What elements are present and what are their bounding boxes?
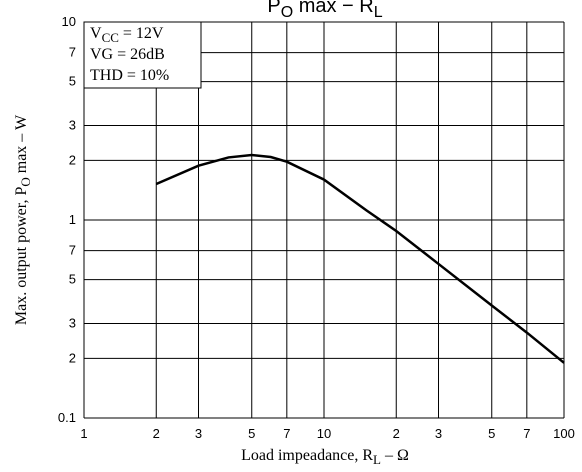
y-tick-label: 5 bbox=[69, 74, 76, 89]
annotation: VCC = 12V bbox=[90, 25, 164, 45]
x-tick-label: 5 bbox=[488, 426, 495, 441]
y-tick-label: 2 bbox=[69, 152, 76, 167]
title-sub: L bbox=[374, 4, 383, 21]
title-part: max − R bbox=[293, 0, 374, 17]
label-part: max – W bbox=[13, 114, 30, 177]
y-tick-label: 0.1 bbox=[58, 410, 76, 425]
x-tick-label: 7 bbox=[283, 426, 290, 441]
label-sub: O bbox=[18, 177, 33, 186]
y-tick-label: 1 bbox=[69, 212, 76, 227]
x-tick-label: 7 bbox=[523, 426, 530, 441]
y-tick-label: 7 bbox=[69, 243, 76, 258]
y-tick-label: 3 bbox=[69, 316, 76, 331]
y-tick-label: 2 bbox=[69, 350, 76, 365]
x-tick-label: 2 bbox=[153, 426, 160, 441]
y-tick-label: 3 bbox=[69, 118, 76, 133]
title-sub: O bbox=[281, 4, 293, 21]
y-tick-label: 7 bbox=[69, 45, 76, 60]
label-sub: L bbox=[373, 452, 381, 467]
annotation-part: = 12V bbox=[119, 25, 164, 42]
x-tick-label: 10 bbox=[317, 426, 331, 441]
annotation: THD = 10% bbox=[90, 67, 169, 84]
y-tick-label: 10 bbox=[62, 14, 76, 29]
x-tick-label: 1 bbox=[80, 426, 87, 441]
x-tick-label: 5 bbox=[248, 426, 255, 441]
x-tick-label: 2 bbox=[393, 426, 400, 441]
y-tick-label: 5 bbox=[69, 272, 76, 287]
annotation-sub: CC bbox=[102, 30, 119, 45]
label-part: Max. output power, P bbox=[13, 187, 30, 326]
annotation-part: V bbox=[90, 25, 102, 42]
x-tick-label: 3 bbox=[195, 426, 202, 441]
x-axis-label: Load impeadance, RL – Ω bbox=[241, 447, 409, 467]
label-part: – Ω bbox=[381, 447, 409, 464]
x-tick-label: 3 bbox=[435, 426, 442, 441]
y-axis-label: Max. output power, PO max – W bbox=[13, 114, 33, 325]
annotation-box bbox=[83, 21, 202, 89]
chart-title: PO max − RL bbox=[267, 0, 382, 21]
line bbox=[155, 153, 565, 364]
annotation: VG = 26dB bbox=[90, 46, 165, 63]
title-part: P bbox=[267, 0, 280, 17]
label-part: Load impeadance, R bbox=[241, 447, 373, 464]
x-tick-label: 100 bbox=[553, 426, 575, 441]
